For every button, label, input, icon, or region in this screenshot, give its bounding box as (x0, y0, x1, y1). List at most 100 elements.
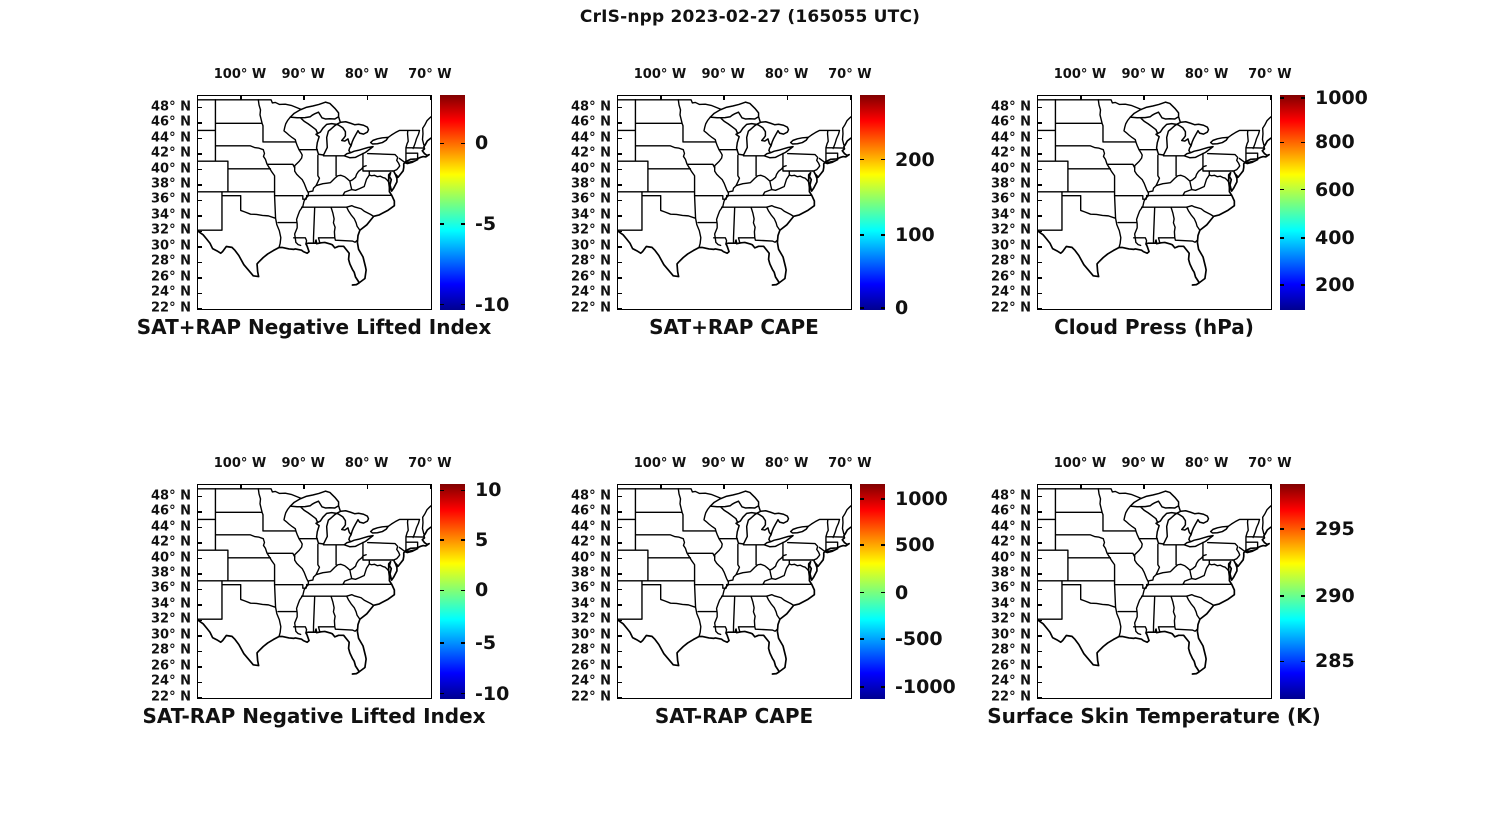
y-axis-tick-mark (618, 168, 622, 171)
y-tick-label: 22° N (151, 689, 191, 705)
colorbar-tick-mark (860, 591, 864, 594)
y-tick-label: 28° N (151, 642, 191, 658)
y-tick-label: 42° N (571, 145, 611, 161)
x-tick-label: 70° W (1248, 456, 1292, 471)
x-axis-tick-mark (1143, 485, 1145, 489)
y-tick-label: 38° N (571, 565, 611, 581)
colorbar-gradient (860, 484, 885, 699)
x-tick-label: 70° W (1248, 67, 1292, 82)
colorbar-tick-label: -1000 (895, 676, 956, 699)
y-tick-label: 42° N (151, 145, 191, 161)
y-axis-tick-mark (618, 619, 622, 622)
x-tick-label: 100° W (213, 67, 267, 82)
x-axis-tick-mark (1080, 96, 1082, 100)
y-axis-tick-mark (1038, 604, 1042, 606)
y-axis-tick-mark (1038, 681, 1042, 684)
y-axis-tick-mark (1038, 215, 1042, 217)
y-axis-tick-mark (1038, 184, 1042, 186)
colorbar-tick-mark (881, 233, 885, 236)
y-axis-tick-mark (198, 215, 202, 217)
panel-surface-skin-temperature: 100° W 90° W 80° W 70° W 48° N 46° N 44° N 42°… (967, 452, 1397, 752)
colorbar-tick-mark (881, 307, 885, 309)
y-tick-label: 36° N (151, 580, 191, 596)
y-tick-label: 46° N (571, 503, 611, 519)
panel-title: SAT-RAP Negative Lifted Index (142, 704, 486, 728)
x-tick-label: 100° W (1053, 67, 1107, 82)
x-axis-tick-mark (303, 485, 305, 489)
y-axis-tick-mark (1038, 573, 1042, 575)
y-tick-label: 30° N (571, 238, 611, 254)
x-tick-label: 90° W (701, 456, 745, 471)
x-axis-tick-mark (303, 96, 305, 100)
y-tick-label: 34° N (571, 207, 611, 223)
us-state-boundaries-map (1038, 99, 1271, 286)
y-tick-label: 28° N (991, 253, 1031, 269)
colorbar-tick-mark (440, 589, 444, 592)
colorbar-tick-mark (440, 539, 444, 541)
colorbar-tick-label: 0 (475, 132, 489, 155)
x-axis-tick-mark (786, 485, 789, 489)
y-tick-label: 34° N (151, 596, 191, 612)
x-tick-label: 80° W (344, 67, 389, 82)
panel-sat-plus-rap-lifted-index: 100° W 90° W 80° W 70° W 48° N 46° N 44° N 42°… (127, 63, 557, 363)
x-axis-tick-mark (1143, 96, 1145, 100)
colorbar-tick-mark (860, 158, 864, 161)
longitude-axis-ticks: 100° W 90° W 80° W 70° W (1037, 67, 1292, 91)
y-tick-label: 32° N (991, 222, 1031, 238)
colorbar-tick-label: -5 (475, 213, 497, 235)
latitude-axis-ticks: 48° N 46° N 44° N 42° N 40° N 38° N 36° N 34° N… (969, 95, 1031, 315)
x-axis-tick-mark (430, 96, 432, 100)
colorbar-tick-label: -500 (895, 627, 943, 650)
colorbar-tick-label: -10 (475, 682, 510, 705)
y-axis-tick-mark (198, 588, 202, 591)
colorbar-tick-label: 290 (1315, 584, 1355, 607)
colorbar-tick-label: 0 (895, 581, 909, 604)
x-axis-tick-mark (850, 96, 852, 100)
colorbar-tick-mark (440, 142, 444, 145)
y-tick-label: 34° N (151, 207, 191, 223)
y-axis-tick-mark (1038, 199, 1042, 202)
y-axis-tick-mark (198, 106, 202, 109)
x-tick-label: 100° W (1053, 456, 1107, 471)
y-axis-tick-mark (618, 137, 622, 140)
x-axis-tick-mark (430, 485, 432, 489)
y-tick-label: 26° N (991, 269, 1031, 285)
colorbar-tick-mark (881, 686, 885, 688)
y-tick-label: 44° N (571, 519, 611, 535)
x-axis-tick-mark (1080, 485, 1082, 489)
colorbar-tick-labels: 200 100 0 (895, 95, 975, 319)
y-axis-tick-mark (198, 697, 202, 699)
y-axis-tick-mark (198, 604, 202, 606)
colorbar-tick-mark (1280, 595, 1284, 597)
y-tick-label: 32° N (151, 611, 191, 627)
y-tick-label: 44° N (151, 130, 191, 146)
x-tick-label: 100° W (633, 456, 687, 471)
colorbar-tick-mark (461, 642, 465, 644)
y-tick-label: 46° N (571, 114, 611, 130)
longitude-axis-ticks: 100° W 90° W 80° W 70° W (617, 67, 872, 91)
y-axis-tick-mark (1038, 619, 1042, 622)
y-tick-label: 26° N (151, 269, 191, 285)
y-tick-label: 24° N (151, 284, 191, 300)
x-tick-label: 90° W (1121, 67, 1165, 82)
colorbar-tick-label: 295 (1315, 518, 1355, 541)
colorbar-tick-mark (461, 692, 465, 695)
longitude-axis-ticks: 100° W 90° W 80° W 70° W (617, 456, 872, 480)
y-tick-label: 22° N (991, 689, 1031, 705)
y-axis-tick-mark (618, 246, 622, 248)
y-tick-label: 44° N (991, 519, 1031, 535)
colorbar-tick-label: 1000 (1315, 87, 1368, 110)
colorbar-tick-labels: 10 5 0 -5 -10 (475, 479, 555, 704)
y-axis-tick-mark (618, 604, 622, 606)
us-state-boundaries-map (618, 488, 851, 675)
y-axis-tick-mark (198, 277, 202, 279)
colorbar-tick-mark (461, 539, 465, 541)
x-axis-tick-mark (1270, 485, 1272, 489)
y-tick-label: 48° N (571, 488, 611, 504)
y-tick-label: 32° N (571, 222, 611, 238)
y-tick-label: 38° N (151, 176, 191, 192)
y-axis-tick-mark (618, 511, 622, 513)
y-axis-tick-mark (618, 153, 622, 155)
y-tick-label: 44° N (151, 519, 191, 535)
y-tick-label: 48° N (571, 99, 611, 115)
